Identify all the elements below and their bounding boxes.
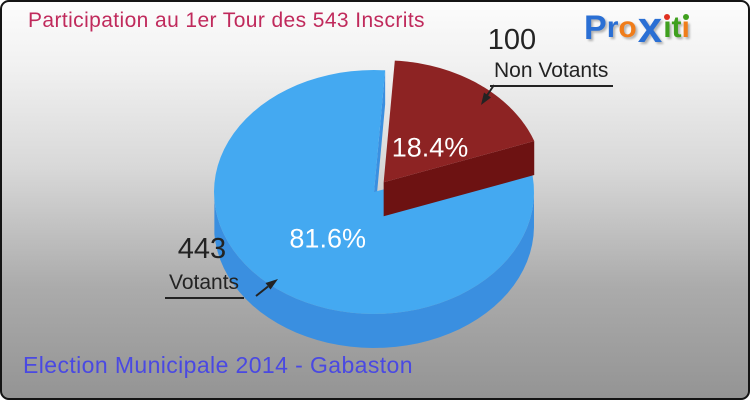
pie-slices: 81.6% 18.4% [214,60,535,348]
votants-label: Votants [165,271,245,299]
logo-letter-i: ı [681,11,690,44]
logo-i-dot [664,14,671,20]
slice-pct-label-non-votants: 18.4% [392,133,469,163]
non-votants-arrow [481,84,495,105]
slice-pct-label-votants: 81.6% [289,224,366,254]
pie-slice-non-votants [383,60,535,183]
pie-cut-votants [374,70,386,226]
pie-cut-non-votants [383,141,535,217]
votants-value: 443 [177,233,227,265]
pie-side-votants [214,193,534,348]
logo-letter-p: P [584,9,607,47]
pie-slice-votants [214,70,534,314]
logo-letter-t: t [671,11,682,44]
logo-letter-r: r [606,11,619,44]
logo-letter-x: x [637,3,663,52]
votants-arrow [255,279,278,297]
logo-i-dot [682,14,689,20]
logo-letter-i: ı [663,11,672,44]
chart-title: Participation au 1er Tour des 543 Inscri… [28,9,425,32]
non-votants-label: Non Votants [490,59,614,87]
chart-subtitle: Election Municipale 2014 - Gabaston [23,352,413,378]
logo-letter-o: o [618,11,637,44]
non-votants-value: 100 [487,24,537,56]
